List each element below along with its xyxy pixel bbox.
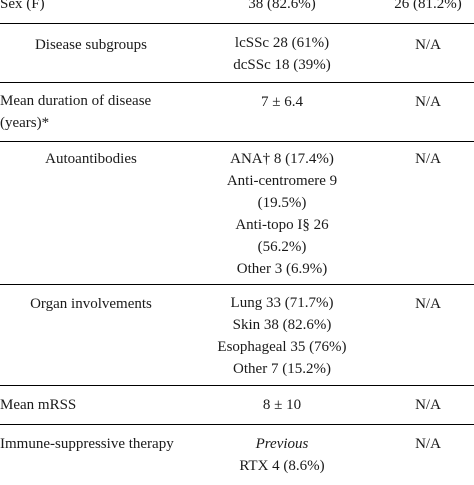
value-line: RTX 4 (8.6%) [239,458,325,474]
value-line: Lung 33 (71.7%) [230,295,334,311]
table-row: Immune-suppressive therapy Previous RTX … [0,425,474,485]
row-control: N/A [382,148,474,170]
value-line: 38 (82.6%) [248,0,316,12]
label-line: Disease subgroups [34,37,148,53]
label-line: Mean mRSS [0,397,77,413]
control-line: N/A [415,436,441,452]
row-value: 7 ± 6.4 [182,91,382,113]
label-line: Mean duration of disease [0,93,152,109]
row-label: Sex (F) [0,0,182,15]
table-row: Autoantibodies ANA† 8 (17.4%) Anti-centr… [0,142,474,285]
characteristics-table: Sex (F) 38 (82.6%) 26 (81.2%) Disease su… [0,0,474,474]
row-label: Mean duration of disease (years)* [0,90,182,134]
value-line: dcSSc 18 (39%) [233,57,331,73]
row-control: N/A [382,91,474,113]
value-line: Esophageal 35 (76%) [217,339,347,355]
control-line: N/A [415,397,441,413]
table-row: Sex (F) 38 (82.6%) 26 (81.2%) [0,0,474,24]
value-line: Other 7 (15.2%) [233,361,331,377]
control-line: N/A [415,151,441,167]
label-line: Immune-suppressive therapy [0,436,174,452]
row-control: N/A [382,394,474,416]
row-label: Disease subgroups [0,34,182,56]
value-line: ANA† 8 (17.4%) [230,151,334,167]
row-value: Lung 33 (71.7%) Skin 38 (82.6%) Esophage… [182,292,382,380]
table-row: Mean mRSS 8 ± 10 N/A [0,386,474,425]
row-label: Organ involvements [0,293,182,315]
value-line: 7 ± 6.4 [261,94,303,110]
value-line: 8 ± 10 [262,397,302,413]
row-value: 8 ± 10 [182,394,382,416]
control-line: N/A [415,94,441,110]
row-control: N/A [382,293,474,315]
label-line: Autoantibodies [45,151,137,167]
value-line: (19.5%) [257,195,307,211]
value-line: lcSSc 28 (61%) [234,35,330,51]
value-line: Anti-topo I§ 26 [235,217,329,233]
label-line: Sex (F) [0,0,45,12]
value-line: Previous [255,436,309,452]
value-line: Skin 38 (82.6%) [232,317,332,333]
value-line: Other 3 (6.9%) [236,261,328,277]
row-value: Previous RTX 4 (8.6%) [182,433,382,477]
table-row: Disease subgroups lcSSc 28 (61%) dcSSc 1… [0,24,474,83]
value-line: (56.2%) [257,239,307,255]
row-value: lcSSc 28 (61%) dcSSc 18 (39%) [182,32,382,76]
row-value: ANA† 8 (17.4%) Anti-centromere 9 (19.5%)… [182,148,382,280]
row-control: N/A [382,433,474,455]
label-line: (years)* [0,115,50,131]
row-control: N/A [382,34,474,56]
label-line: Organ involvements [30,296,152,312]
row-label: Mean mRSS [0,394,182,416]
control-line: N/A [415,37,441,53]
value-line: Anti-centromere 9 [226,173,338,189]
row-label: Immune-suppressive therapy [0,433,182,455]
row-label: Autoantibodies [0,148,182,170]
control-line: 26 (81.2%) [394,0,462,12]
table-row: Mean duration of disease (years)* 7 ± 6.… [0,83,474,142]
row-value: 38 (82.6%) [182,0,382,15]
control-line: N/A [415,296,441,312]
row-control: 26 (81.2%) [382,0,474,15]
table-row: Organ involvements Lung 33 (71.7%) Skin … [0,285,474,386]
